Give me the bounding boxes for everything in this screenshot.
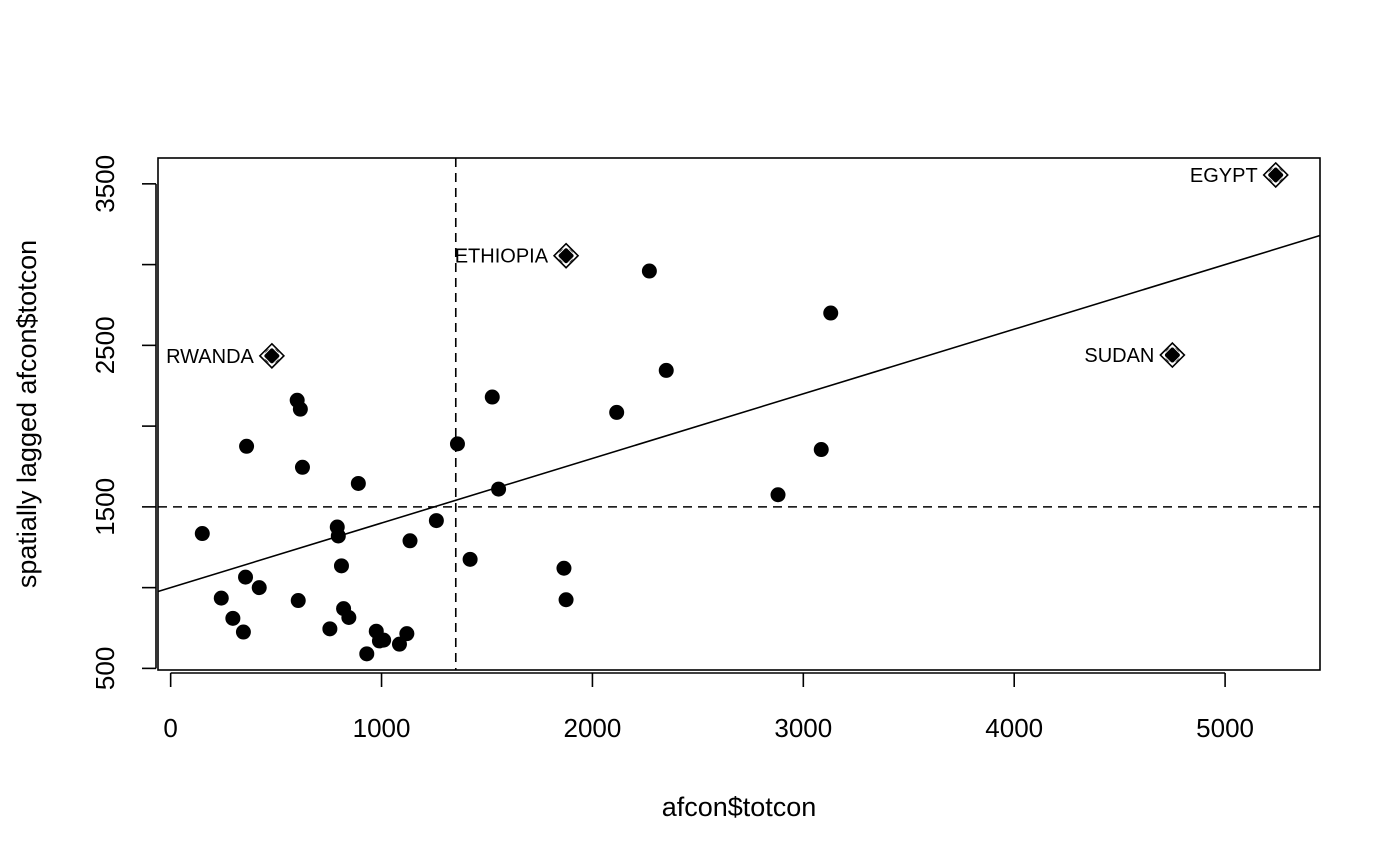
influential-diamond-inner [556, 246, 576, 266]
data-point [813, 442, 829, 458]
influential-diamond-inner [262, 346, 282, 366]
influential-point-label: EGYPT [1190, 165, 1258, 187]
data-point [641, 263, 657, 279]
data-point [322, 621, 338, 637]
y-axis-title: spatially lagged afcon$totcon [12, 240, 42, 588]
data-point [235, 624, 251, 640]
influential-point [558, 248, 574, 264]
data-point [238, 569, 254, 585]
x-tick-label: 2000 [564, 713, 622, 743]
data-point [556, 560, 572, 576]
data-point [428, 513, 444, 529]
influential-point [264, 348, 280, 364]
influential-point [1268, 167, 1284, 183]
data-point [658, 362, 674, 378]
data-point [376, 632, 392, 648]
regression-line [157, 234, 1321, 593]
x-axis: 0 1000 2000 3000 4000 5000 [163, 672, 1254, 743]
mean-lines [158, 158, 1320, 670]
data-point [251, 580, 267, 596]
x-tick-label: 3000 [774, 713, 832, 743]
influential-diamond-marker [1262, 161, 1289, 189]
plot-frame [157, 157, 1321, 671]
influential-diamond-inner [1162, 345, 1183, 365]
y-tick-label: 500 [90, 647, 120, 690]
x-axis-title: afcon$totcon [662, 792, 817, 822]
data-point [770, 487, 786, 503]
data-point [402, 533, 418, 549]
influential-point [1164, 347, 1180, 363]
data-point [462, 551, 478, 567]
data-point [225, 610, 241, 626]
x-tick-label: 5000 [1196, 713, 1254, 743]
y-tick-label: 1500 [90, 478, 120, 536]
influential-point-label: RWANDA [166, 346, 254, 368]
influential-points-group: RWANDA ETHIOPIA SUDAN EGYPT [166, 161, 1289, 369]
data-point [294, 459, 310, 475]
data-point [350, 475, 366, 491]
points-group [194, 263, 839, 662]
influential-diamond-marker [552, 242, 580, 269]
data-point [239, 438, 255, 454]
influential-diamond-marker [258, 342, 286, 369]
data-point [341, 610, 357, 626]
data-point [330, 528, 346, 544]
data-point [292, 401, 308, 417]
data-point [359, 646, 375, 662]
x-tick-label: 4000 [985, 713, 1043, 743]
data-point [391, 636, 407, 652]
data-point [194, 526, 210, 542]
data-point [609, 404, 625, 420]
data-point [484, 389, 500, 405]
data-point [333, 558, 349, 574]
influential-point-label: SUDAN [1084, 345, 1154, 367]
x-tick-label: 1000 [353, 713, 411, 743]
data-point [399, 626, 415, 642]
data-point [290, 593, 306, 609]
influential-diamond-marker [1159, 341, 1186, 369]
influential-point-label: ETHIOPIA [455, 246, 549, 268]
influential-diamond-inner [1266, 165, 1286, 185]
regression-line-group [157, 234, 1321, 593]
x-tick-label: 0 [163, 713, 177, 743]
y-tick-label: 2500 [90, 316, 120, 374]
data-point [213, 590, 229, 606]
data-point [823, 305, 839, 321]
y-tick-label: 3500 [90, 155, 120, 213]
y-axis: 500 1500 2500 3500 [90, 155, 157, 690]
data-point [491, 481, 507, 497]
data-point [558, 592, 574, 608]
data-point [449, 436, 465, 452]
